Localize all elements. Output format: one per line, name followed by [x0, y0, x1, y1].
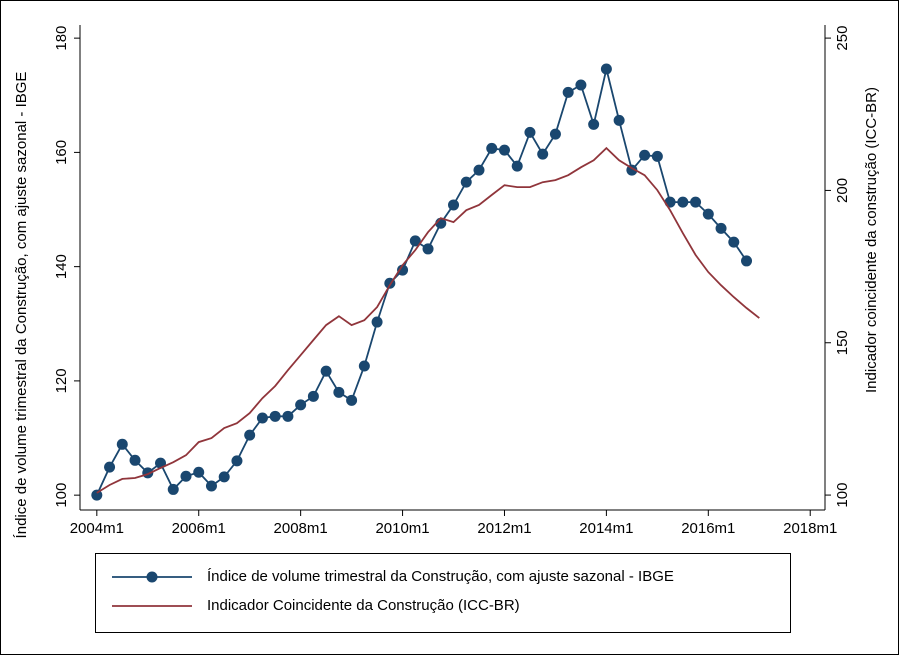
marker: [702, 208, 714, 220]
marker: [129, 454, 141, 466]
x-tick-label: 2010m1: [375, 520, 429, 537]
marker: [639, 149, 651, 161]
y2-tick-label: 100: [834, 483, 851, 508]
marker: [588, 118, 600, 130]
y-tick-label: 140: [53, 254, 70, 279]
legend-marker: [146, 571, 158, 583]
marker: [549, 128, 561, 140]
legend-label: Índice de volume trimestral da Construçã…: [207, 568, 674, 585]
marker: [193, 466, 205, 478]
y2-tick-label: 250: [834, 26, 851, 51]
x-tick-label: 2016m1: [681, 520, 735, 537]
y-tick-label: 160: [53, 140, 70, 165]
y-tick-label: 100: [53, 483, 70, 508]
marker: [562, 86, 574, 98]
x-tick-label: 2004m1: [70, 520, 124, 537]
legend: [95, 553, 791, 633]
marker: [690, 196, 702, 208]
x-tick-label: 2006m1: [172, 520, 226, 537]
marker: [167, 483, 179, 495]
marker: [511, 160, 523, 172]
marker: [397, 264, 409, 276]
marker: [498, 144, 510, 156]
y-tick-label: 180: [53, 26, 70, 51]
y2-axis-label: Indicador coincidente da construção (ICC…: [863, 87, 880, 393]
marker: [333, 386, 345, 398]
y2-tick-label: 150: [834, 330, 851, 355]
x-tick-label: 2008m1: [274, 520, 328, 537]
marker: [346, 394, 358, 406]
x-tick-label: 2018m1: [783, 520, 837, 537]
marker: [256, 412, 268, 424]
marker: [91, 489, 103, 501]
marker: [728, 236, 740, 248]
series-line: [95, 68, 748, 496]
x-tick-label: 2014m1: [579, 520, 633, 537]
marker: [295, 399, 307, 411]
marker: [613, 114, 625, 126]
marker: [473, 164, 485, 176]
marker: [537, 148, 549, 160]
marker: [524, 126, 536, 138]
marker: [371, 316, 383, 328]
marker: [448, 199, 460, 211]
y2-tick-label: 200: [834, 178, 851, 203]
marker: [575, 79, 587, 91]
marker: [282, 410, 294, 422]
marker: [320, 365, 332, 377]
marker: [600, 63, 612, 75]
marker: [358, 360, 370, 372]
marker: [677, 196, 689, 208]
marker: [486, 142, 498, 154]
marker: [409, 235, 421, 247]
marker: [715, 222, 727, 234]
marker: [422, 243, 434, 255]
marker: [741, 255, 753, 267]
marker: [244, 429, 256, 441]
series-line: [96, 146, 760, 494]
marker: [664, 196, 676, 208]
marker: [180, 470, 192, 482]
marker: [231, 455, 243, 467]
marker: [104, 461, 116, 473]
marker: [307, 390, 319, 402]
marker: [116, 438, 128, 450]
marker: [651, 150, 663, 162]
y-axis-label: Índice de volume trimestral da Construçã…: [13, 72, 30, 539]
legend-label: Indicador Coincidente da Construção (ICC…: [207, 597, 520, 614]
marker: [460, 176, 472, 188]
marker: [218, 471, 230, 483]
x-tick-label: 2012m1: [477, 520, 531, 537]
marker: [269, 410, 281, 422]
y-tick-label: 120: [53, 368, 70, 393]
marker: [205, 480, 217, 492]
